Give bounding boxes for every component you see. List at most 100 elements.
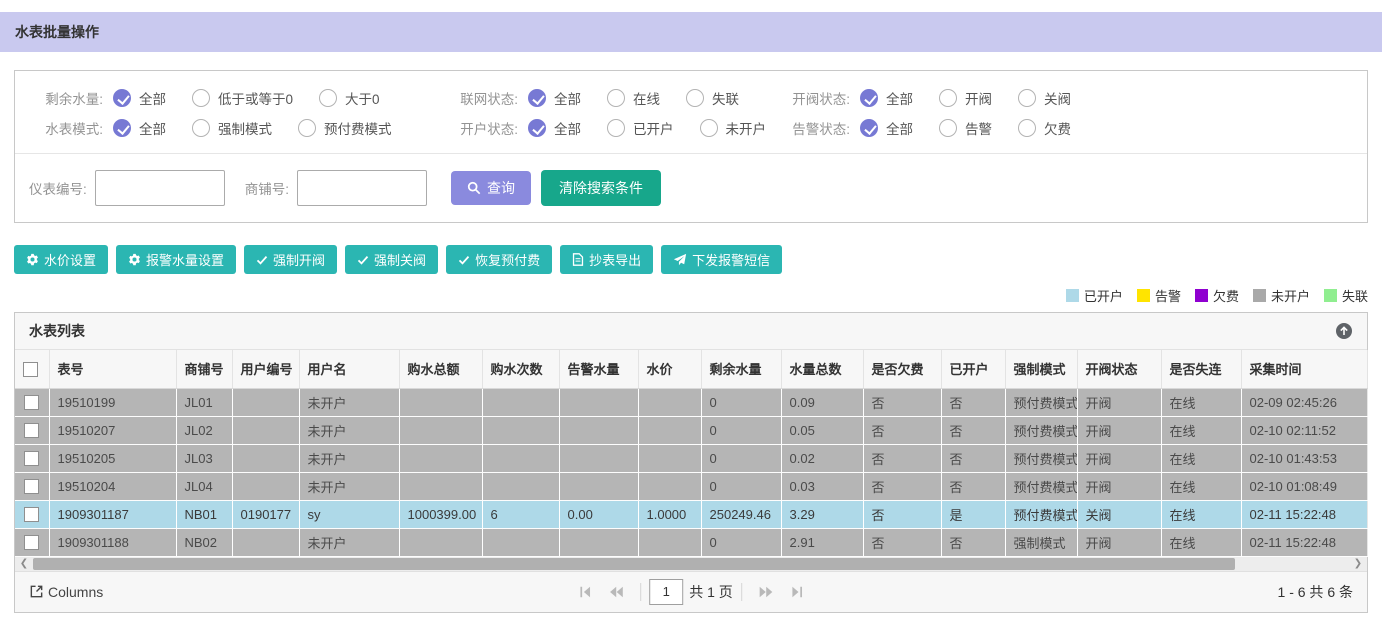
column-header[interactable]: 用户编号 xyxy=(232,350,300,389)
table-cell xyxy=(559,472,639,501)
radio-checked-icon[interactable] xyxy=(860,89,878,107)
table-cell xyxy=(559,528,639,557)
radio-option[interactable]: 大于0 xyxy=(319,88,380,108)
column-header[interactable]: 采集时间 xyxy=(1241,350,1368,389)
radio-unchecked-icon[interactable] xyxy=(319,89,338,107)
last-page-icon[interactable] xyxy=(790,585,804,599)
table-cell xyxy=(482,444,560,473)
action-button[interactable]: 强制开阀 xyxy=(244,245,338,274)
total-pages-label: 共 1 页 xyxy=(689,583,733,600)
radio-unchecked-icon[interactable] xyxy=(298,119,316,137)
radio-unchecked-icon[interactable] xyxy=(686,89,704,107)
column-header[interactable]: 商铺号 xyxy=(176,350,233,389)
column-header[interactable]: 水价 xyxy=(638,350,702,389)
action-button[interactable]: 强制关阀 xyxy=(345,245,439,274)
radio-checked-icon[interactable] xyxy=(528,89,546,107)
collapse-up-icon[interactable] xyxy=(1335,322,1353,340)
table-cell: 在线 xyxy=(1161,500,1242,529)
column-header[interactable]: 购水总额 xyxy=(399,350,483,389)
radio-unchecked-icon[interactable] xyxy=(1018,119,1036,137)
scroll-left-icon[interactable]: ❮ xyxy=(19,557,29,569)
radio-unchecked-icon[interactable] xyxy=(192,89,210,107)
column-header[interactable]: 强制模式 xyxy=(1005,350,1078,389)
table-cell: 在线 xyxy=(1161,416,1242,445)
radio-option-label: 全部 xyxy=(139,122,166,137)
action-button-label: 强制开阀 xyxy=(273,253,326,268)
top-strip xyxy=(0,0,1382,12)
radio-unchecked-icon[interactable] xyxy=(699,119,718,137)
radio-unchecked-icon[interactable] xyxy=(607,119,625,137)
radio-option[interactable]: 低于或等于0 xyxy=(192,88,293,108)
column-header[interactable]: 告警水量 xyxy=(559,350,639,389)
action-button[interactable]: 下发报警短信 xyxy=(661,245,783,274)
prev-page-icon[interactable] xyxy=(608,585,624,599)
column-header[interactable]: 水量总数 xyxy=(781,350,864,389)
horizontal-scrollbar[interactable]: ❮ ❯ xyxy=(15,556,1367,572)
radio-unchecked-icon[interactable] xyxy=(607,89,625,107)
table-cell xyxy=(399,528,483,557)
column-header[interactable]: 是否失连 xyxy=(1161,350,1242,389)
radio-unchecked-icon[interactable] xyxy=(939,89,957,107)
column-header[interactable]: 已开户 xyxy=(941,350,1006,389)
radio-option[interactable]: 关阀 xyxy=(1018,88,1071,108)
row-checkbox[interactable] xyxy=(24,423,40,439)
column-header[interactable]: 购水次数 xyxy=(482,350,560,389)
first-page-icon[interactable] xyxy=(578,585,592,599)
shop-no-input[interactable] xyxy=(297,170,428,206)
row-checkbox[interactable] xyxy=(24,395,40,411)
table-cell: 0.09 xyxy=(781,388,864,417)
radio-checked-icon[interactable] xyxy=(528,119,546,137)
select-all-checkbox[interactable] xyxy=(23,361,38,377)
action-button[interactable]: 恢复预付费 xyxy=(446,245,553,274)
radio-option[interactable]: 在线 xyxy=(607,88,660,108)
page-number-input[interactable] xyxy=(649,578,684,605)
filter-row: 剩余水量: 全部 低于或等于0 大于0 联网状态: 全部 在线 失联 开阀状态: 全部 开阀 关阀 xyxy=(29,83,1353,113)
radio-option[interactable]: 全部 xyxy=(528,88,581,108)
scrollbar-thumb[interactable] xyxy=(33,557,1235,570)
column-header[interactable]: 开阀状态 xyxy=(1077,350,1162,389)
radio-option[interactable]: 告警 xyxy=(939,118,992,138)
radio-option[interactable]: 强制模式 xyxy=(192,118,272,138)
row-checkbox[interactable] xyxy=(24,479,40,495)
radio-checked-icon[interactable] xyxy=(113,89,131,107)
radio-unchecked-icon[interactable] xyxy=(192,119,210,137)
column-header[interactable]: 用户名 xyxy=(299,350,400,389)
next-page-icon[interactable] xyxy=(758,585,774,599)
radio-unchecked-icon[interactable] xyxy=(939,119,957,137)
radio-checked-icon[interactable] xyxy=(113,119,131,137)
table-cell: 02-11 15:22:48 xyxy=(1241,500,1368,529)
row-checkbox[interactable] xyxy=(24,535,40,551)
action-button[interactable]: 抄表导出 xyxy=(560,245,654,274)
table-cell: 强制模式 xyxy=(1005,528,1078,557)
radio-option[interactable]: 失联 xyxy=(686,88,739,108)
query-button[interactable]: 查询 xyxy=(451,171,532,205)
radio-option[interactable]: 开阀 xyxy=(939,88,992,108)
scroll-right-icon[interactable]: ❯ xyxy=(1353,557,1363,569)
legend-swatch xyxy=(1065,288,1079,302)
column-header[interactable]: 剩余水量 xyxy=(701,350,782,389)
gear-icon xyxy=(26,253,39,266)
radio-option[interactable]: 全部 xyxy=(528,118,581,138)
radio-option[interactable]: 已开户 xyxy=(607,118,674,138)
radio-checked-icon[interactable] xyxy=(860,119,878,137)
radio-option[interactable]: 全部 xyxy=(113,88,166,108)
clear-search-button[interactable]: 清除搜索条件 xyxy=(541,170,662,206)
radio-unchecked-icon[interactable] xyxy=(1018,89,1036,107)
action-button[interactable]: 报警水量设置 xyxy=(116,245,237,274)
radio-option[interactable]: 全部 xyxy=(860,118,913,138)
meter-no-input[interactable] xyxy=(94,170,225,206)
column-header[interactable]: 是否欠费 xyxy=(863,350,942,389)
radio-option[interactable]: 未开户 xyxy=(699,118,766,138)
radio-option[interactable]: 全部 xyxy=(113,118,166,138)
table-cell: 0 xyxy=(701,528,782,557)
table-cell: 关阀 xyxy=(1077,500,1162,529)
columns-button[interactable]: Columns xyxy=(29,584,103,600)
radio-option[interactable]: 预付费模式 xyxy=(298,118,392,138)
table-cell xyxy=(638,416,702,445)
action-button[interactable]: 水价设置 xyxy=(14,245,109,274)
row-checkbox[interactable] xyxy=(24,507,40,523)
column-header[interactable]: 表号 xyxy=(49,350,177,389)
radio-option[interactable]: 全部 xyxy=(860,88,913,108)
row-checkbox[interactable] xyxy=(24,451,40,467)
radio-option[interactable]: 欠费 xyxy=(1018,118,1071,138)
